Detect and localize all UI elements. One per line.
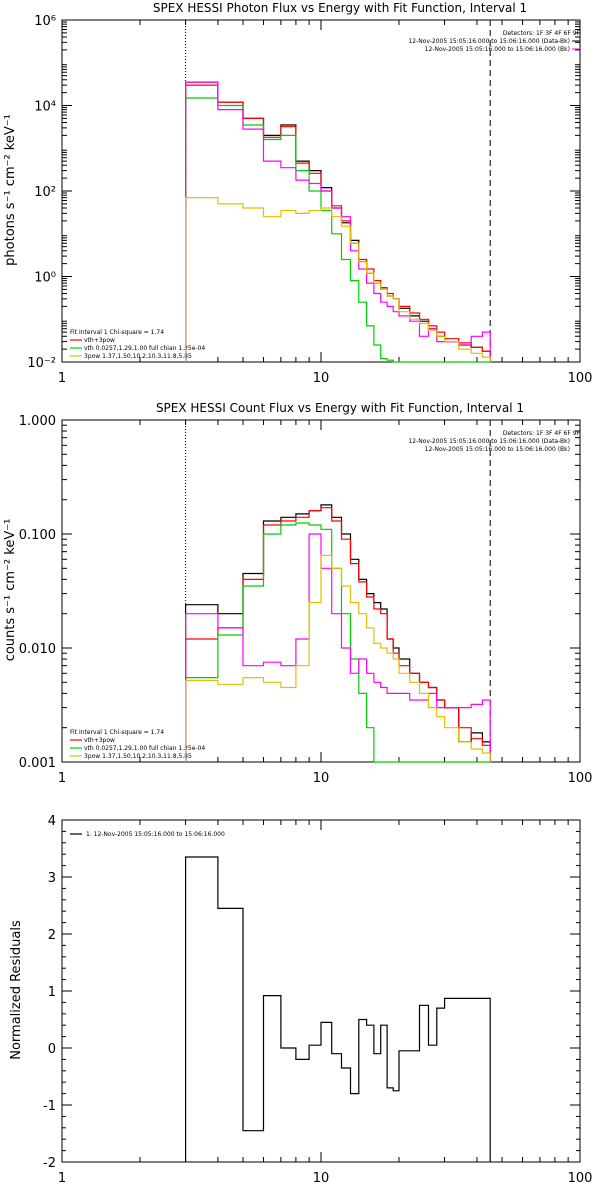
info-line-bk: 12-Nov-2005 15:05:16.000 to 15:06:16.000…	[425, 46, 570, 53]
series-line-2	[185, 97, 491, 363]
y-tick-label: 2	[48, 928, 56, 943]
y-axis-label: photons s⁻¹ cm⁻² keV⁻¹	[3, 114, 18, 266]
y-tick-label: 0.010	[19, 642, 56, 657]
residuals-panel: Normalized Residuals 1. 12-Nov-2005 15:0…	[9, 814, 592, 1186]
x-tick-label: 1	[58, 771, 66, 786]
series-line-0	[185, 81, 491, 362]
x-tick-label: 100	[568, 1171, 593, 1186]
fit-info-line: Fit Interval 1 Chi-square = 1.74	[70, 729, 164, 736]
x-tick-label: 100	[568, 371, 593, 386]
y-tick-label: 10²	[34, 185, 56, 200]
x-tick-label: 10	[313, 371, 330, 386]
y-tick-label: 10⁴	[34, 100, 56, 115]
y-tick-label: -1	[43, 1099, 56, 1114]
photon-flux-panel: SPEX HESSI Photon Flux vs Energy with Fi…	[3, 1, 592, 386]
y-tick-label: 1.000	[19, 414, 56, 429]
fit-legend-vth-3pow: vth+3pow	[84, 337, 115, 344]
fit-info-line: Fit Interval 1 Chi-square = 1.74	[70, 329, 164, 336]
fit-legend-vth-3pow: vth+3pow	[84, 737, 115, 744]
y-tick-label: 4	[48, 814, 56, 829]
fit-legend-vth: vth 0.0257,1.29,1.00 full chian 1.25e-04	[84, 345, 205, 352]
y-tick-label: -2	[43, 1156, 56, 1171]
series-line-3	[185, 81, 491, 362]
series-line-0	[185, 856, 491, 1162]
series-line-1	[185, 507, 491, 762]
fit-legend-vth: vth 0.0257,1.29,1.00 full chian 1.25e-04	[84, 745, 205, 752]
y-axis-label: counts s⁻¹ cm⁻² keV⁻¹	[3, 519, 18, 662]
y-tick-label: 1	[48, 985, 56, 1000]
x-tick-label: 10	[313, 1171, 330, 1186]
x-tick-label: 1	[58, 371, 66, 386]
legend-entry: 1. 12-Nov-2005 15:05:16.000 to 15:06:16.…	[86, 831, 225, 838]
series-line-2	[185, 522, 491, 763]
y-tick-label: 10⁻²	[27, 356, 56, 371]
series-line-4	[185, 197, 491, 362]
y-tick-label: 3	[48, 871, 56, 886]
y-tick-label: 0.100	[19, 528, 56, 543]
y-tick-label: 10⁶	[34, 14, 56, 29]
y-tick-label: 0	[48, 1042, 56, 1057]
x-tick-label: 100	[568, 771, 593, 786]
x-tick-label: 10	[313, 771, 330, 786]
panel-title: SPEX HESSI Photon Flux vs Energy with Fi…	[153, 1, 527, 15]
fit-legend-3pow: 3pow 1.37,1.50,10.2,10.3,11.8,5.85	[84, 753, 192, 760]
series-line-1	[185, 84, 491, 362]
info-line-data: 12-Nov-2005 15:05:16.000 to 15:06:16.000…	[408, 38, 570, 45]
detectors-label: Detectors: 1F 3F 4F 6F 9F	[503, 430, 581, 437]
y-tick-label: 0.001	[19, 756, 56, 771]
series-line-4	[185, 554, 491, 762]
x-tick-label: 1	[58, 1171, 66, 1186]
info-line-bk: 12-Nov-2005 15:05:16.000 to 15:06:16.000…	[425, 446, 570, 453]
fit-legend-3pow: 3pow 1.37,1.50,10.2,10.3,11.8,5.85	[84, 353, 192, 360]
count-flux-panel: SPEX HESSI Count Flux vs Energy with Fit…	[3, 40, 593, 786]
y-tick-label: 10⁰	[34, 271, 56, 286]
y-axis-label: Normalized Residuals	[9, 920, 24, 1060]
detectors-label: Detectors: 1F 3F 4F 6F 9F	[503, 30, 581, 37]
panel-title: SPEX HESSI Count Flux vs Energy with Fit…	[156, 401, 524, 415]
plot-frame	[61, 819, 581, 1163]
info-line-data: 12-Nov-2005 15:05:16.000 to 15:06:16.000…	[408, 438, 570, 445]
